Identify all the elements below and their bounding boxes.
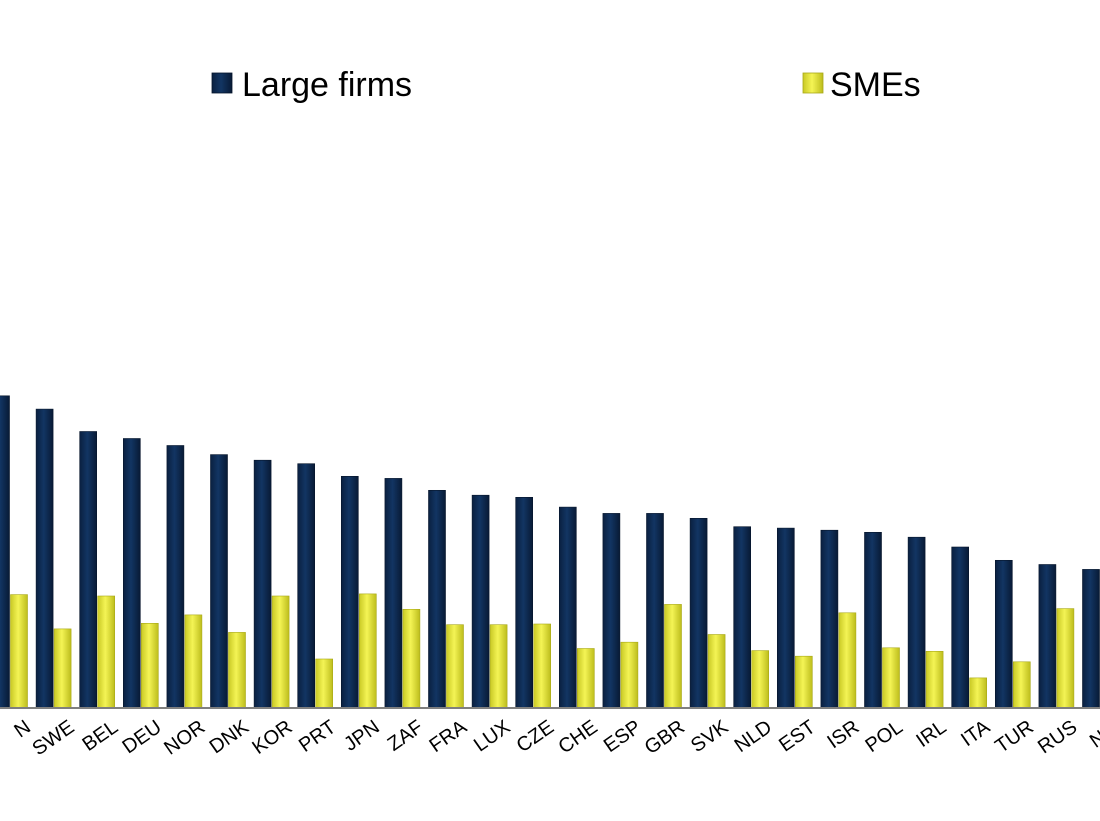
large-firms-bar-lux xyxy=(471,494,490,709)
large-firms-bar-gbr xyxy=(646,513,664,709)
large-firms-bar-tur xyxy=(994,559,1013,709)
large-firms-bar-nor xyxy=(166,445,185,709)
smes-bar-est xyxy=(794,655,813,709)
x-tick-label-prt: PRT xyxy=(295,716,340,757)
x-tick-label-fin: N xyxy=(10,716,34,742)
legend-swatch-smes xyxy=(802,72,824,94)
x-tick-label-nld: NLD xyxy=(731,716,776,757)
large-firms-bar-rus xyxy=(1038,564,1057,709)
smes-bar-ita xyxy=(969,677,988,709)
large-firms-bar-nld xyxy=(733,526,752,709)
x-tick-label-est: EST xyxy=(775,716,819,756)
large-firms-bar-prt xyxy=(297,463,316,709)
legend-swatch-large-firms xyxy=(211,72,233,94)
smes-bar-nor xyxy=(184,614,203,709)
x-tick-label-pol: POL xyxy=(861,716,906,757)
x-tick-label-ita: ITA xyxy=(957,716,994,751)
large-firms-bar-kor xyxy=(253,459,272,709)
smes-bar-kor xyxy=(271,595,290,709)
smes-bar-irl xyxy=(925,650,944,709)
large-firms-bar-zaf xyxy=(384,478,403,709)
x-tick-label-che: CHE xyxy=(554,716,601,758)
smes-bar-nld xyxy=(751,650,770,709)
large-firms-bar-ita xyxy=(951,546,970,709)
large-firms-bar-nzl xyxy=(1082,569,1100,709)
smes-bar-che xyxy=(576,648,595,709)
x-tick-label-gbr: GBR xyxy=(641,716,689,759)
x-tick-label-dnk: DNK xyxy=(206,716,254,759)
x-tick-label-esp: ESP xyxy=(600,716,645,757)
smes-bar-svk xyxy=(707,634,726,709)
smes-bar-bel xyxy=(97,595,115,709)
smes-bar-isr xyxy=(838,612,857,709)
x-tick-label-zaf: ZAF xyxy=(384,716,428,756)
smes-bar-lux xyxy=(489,624,508,709)
smes-bar-esp xyxy=(620,641,639,709)
legend-label-large-firms: Large firms xyxy=(242,66,412,104)
large-firms-bar-che xyxy=(558,506,577,709)
large-firms-bar-esp xyxy=(602,513,621,709)
large-firms-bar-irl xyxy=(907,536,926,709)
x-tick-label-irl: IRL xyxy=(912,716,950,752)
x-tick-label-bel: BEL xyxy=(78,716,122,756)
smes-bar-fra xyxy=(446,624,464,709)
smes-bar-pol xyxy=(882,647,900,709)
smes-bar-swe xyxy=(53,628,72,709)
large-firms-bar-bel xyxy=(79,431,97,709)
x-tick-label-tur: TUR xyxy=(991,716,1037,758)
smes-bar-tur xyxy=(1012,661,1031,709)
x-tick-label-fra: FRA xyxy=(425,716,471,757)
large-firms-bar-pol xyxy=(864,531,882,709)
smes-bar-gbr xyxy=(664,604,682,709)
x-tick-label-deu: DEU xyxy=(118,716,165,758)
x-tick-label-jpn: JPN xyxy=(340,716,384,756)
large-firms-bar-dnk xyxy=(210,454,228,709)
large-firms-bar-svk xyxy=(689,517,708,709)
smes-bar-zaf xyxy=(402,608,421,709)
smes-bar-cze xyxy=(533,623,552,709)
large-firms-bar-deu xyxy=(123,438,141,709)
smes-series xyxy=(10,593,1075,709)
smes-bar-deu xyxy=(141,622,159,709)
large-firms-series xyxy=(0,395,1100,709)
large-firms-bar-swe xyxy=(35,408,54,709)
x-tick-label-kor: KOR xyxy=(248,716,296,759)
smes-bar-rus xyxy=(1056,608,1075,709)
smes-bar-dnk xyxy=(228,632,246,709)
legend: Large firms SMEs xyxy=(211,66,921,104)
x-tick-label-swe: SWE xyxy=(29,716,79,760)
large-firms-bar-est xyxy=(776,527,795,709)
smes-bar-prt xyxy=(315,658,334,709)
legend-label-smes: SMEs xyxy=(830,66,921,104)
x-tick-label-rus: RUS xyxy=(1034,716,1081,758)
x-tick-label-cze: CZE xyxy=(513,716,558,757)
large-firms-bar-cze xyxy=(515,496,534,709)
smes-bar-jpn xyxy=(358,593,377,709)
x-tick-label-isr: ISR xyxy=(823,716,863,753)
large-firms-bar-fra xyxy=(428,489,446,709)
x-tick-label-lux: LUX xyxy=(470,716,514,756)
x-tick-label-nzl: NZI xyxy=(1086,716,1100,753)
smes-bar-fin xyxy=(10,594,28,709)
large-firms-bar-fin xyxy=(0,395,10,709)
large-firms-bar-jpn xyxy=(340,475,359,709)
x-tick-label-nor: NOR xyxy=(160,716,209,760)
large-firms-bar-isr xyxy=(820,529,839,709)
x-tick-label-svk: SVK xyxy=(687,716,733,757)
